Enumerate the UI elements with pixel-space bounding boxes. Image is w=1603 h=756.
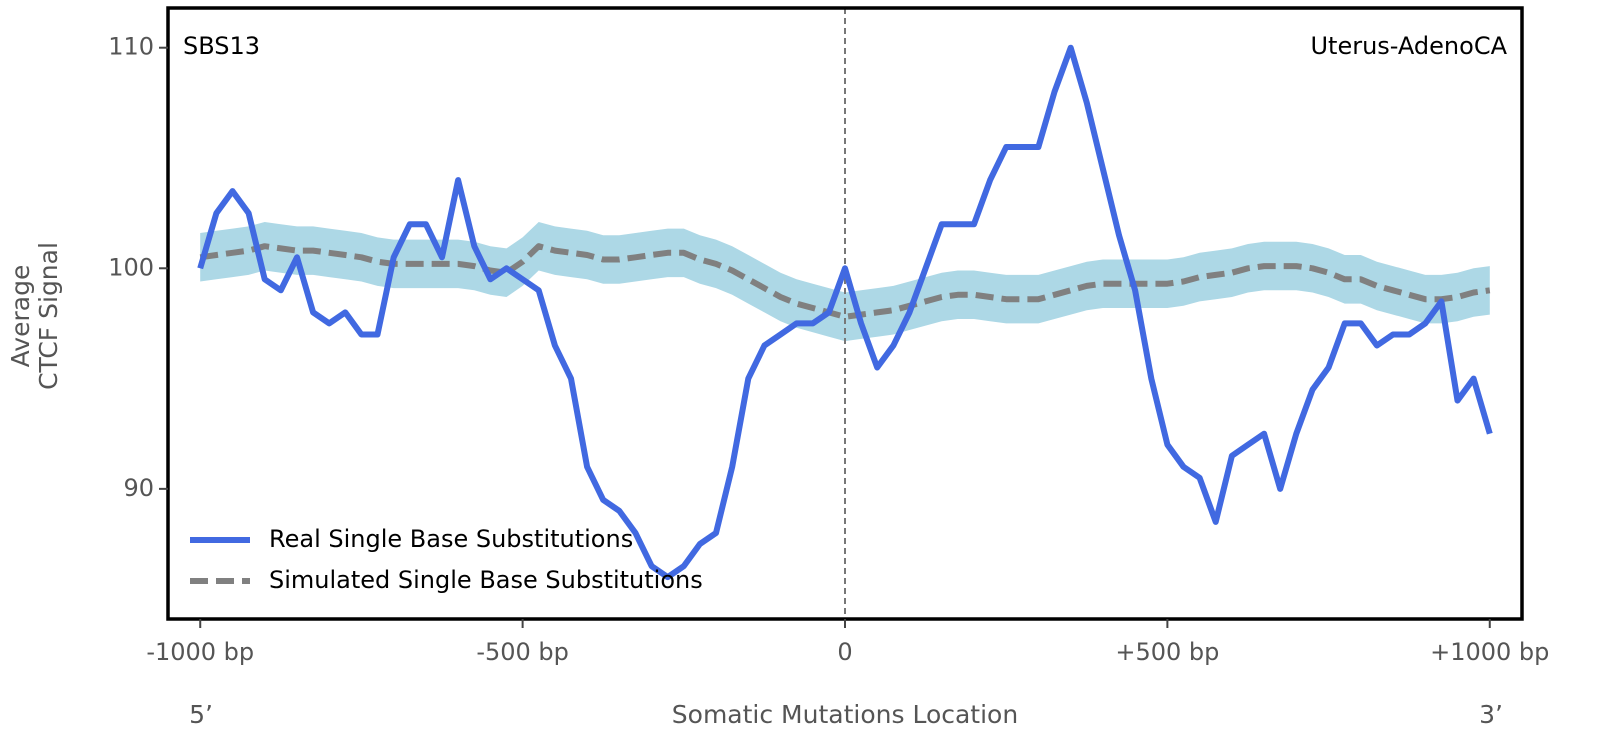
x-tick-label: -1000 bp	[146, 638, 254, 666]
y-axis-label: Average CTCF Signal	[6, 242, 63, 390]
series-line	[199, 243, 1491, 320]
x-tick-label: +500 bp	[1115, 638, 1219, 666]
legend-label: Real Single Base Substitutions	[269, 525, 633, 553]
annotation: Uterus-AdenoCA	[1310, 32, 1507, 60]
y-tick-label: 90	[123, 474, 154, 502]
y-tick-label: 100	[108, 253, 154, 281]
x-tick-label: +1000 bp	[1430, 638, 1549, 666]
chart-title: SBS13	[183, 32, 260, 60]
confidence-band	[200, 222, 1490, 342]
x-axis-label: Somatic Mutations Location	[672, 700, 1018, 729]
y-axis-label-line: CTCF Signal	[34, 242, 63, 390]
legend-label: Simulated Single Base Substitutions	[269, 566, 703, 594]
x-tick-label: 0	[837, 638, 852, 666]
x-tick-label: -500 bp	[476, 638, 569, 666]
y-axis-label-line: Average	[6, 265, 35, 368]
x-axis-left-label: 5’	[189, 700, 213, 729]
series-line	[197, 44, 1493, 581]
y-tick-label: 110	[108, 33, 154, 61]
x-axis-right-label: 3’	[1479, 700, 1503, 729]
